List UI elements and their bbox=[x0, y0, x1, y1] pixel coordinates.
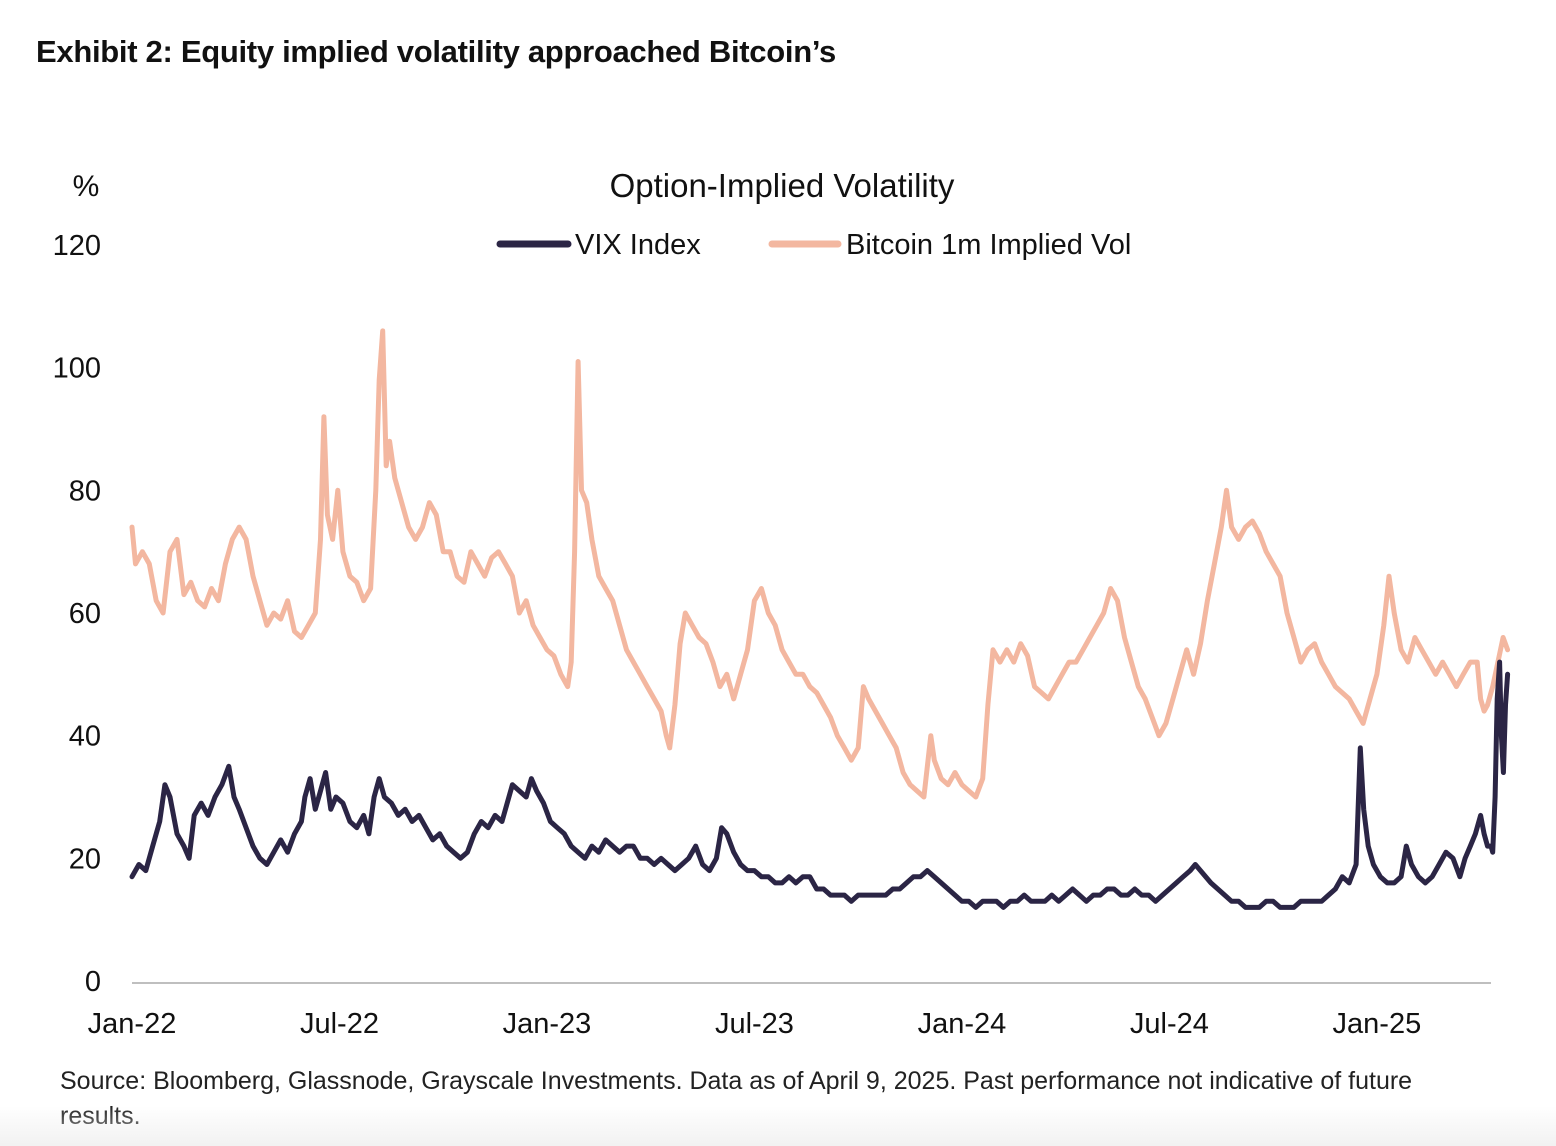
x-tick-label: Jul-23 bbox=[715, 1008, 794, 1040]
x-tick-label: Jan-23 bbox=[503, 1008, 592, 1040]
x-tick-label: Jan-24 bbox=[918, 1008, 1007, 1040]
series-line-vix bbox=[129, 659, 1511, 910]
y-tick-label: 20 bbox=[69, 843, 101, 875]
y-tick-label: 0 bbox=[85, 966, 101, 998]
legend: VIX Index Bitcoin 1m Implied Vol bbox=[496, 229, 1131, 261]
y-tick-label: 100 bbox=[53, 353, 101, 385]
y-tick-label: 120 bbox=[53, 230, 101, 262]
y-tick-label: 60 bbox=[69, 598, 101, 630]
y-axis-unit-label: % bbox=[73, 170, 100, 203]
x-tick-label: Jan-25 bbox=[1333, 1008, 1422, 1040]
x-tick-label: Jan-22 bbox=[88, 1008, 177, 1040]
legend-label-vix: VIX Index bbox=[575, 229, 701, 261]
x-tick-label: Jul-24 bbox=[1130, 1008, 1209, 1040]
series-line-bitcoin-implied-vol bbox=[129, 328, 1511, 800]
source-note: Source: Bloomberg, Glassnode, Grayscale … bbox=[60, 1067, 1413, 1130]
x-tick-label: Jul-22 bbox=[300, 1008, 379, 1040]
x-axis: Jan-22 Jul-22 Jan-23 Jul-23 Jan-24 Jul-24 Jan-… bbox=[88, 1008, 1422, 1040]
plot-area bbox=[129, 328, 1511, 910]
y-tick-label: 80 bbox=[69, 475, 101, 507]
chart-title: Option-Implied Volatility bbox=[610, 167, 955, 204]
exhibit-title: Exhibit 2: Equity implied volatility app… bbox=[36, 34, 836, 69]
legend-label-btc: Bitcoin 1m Implied Vol bbox=[846, 229, 1131, 261]
y-axis: 0 20 40 60 80 100 120 bbox=[53, 230, 101, 998]
y-tick-label: 40 bbox=[69, 721, 101, 753]
